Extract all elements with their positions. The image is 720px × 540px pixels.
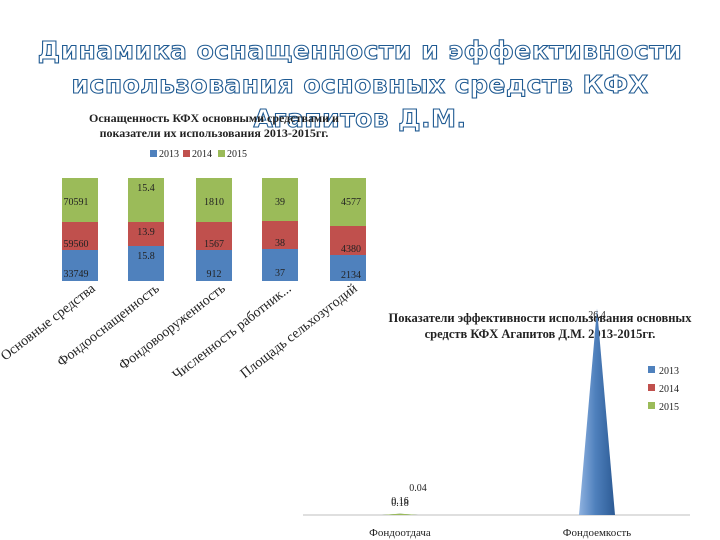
equipment-legend-swatch-2013: [150, 150, 157, 157]
equipment-value-label-2015-1: 70591: [64, 197, 89, 208]
equipment-value-label-2014-3: 1567: [204, 239, 224, 250]
equipment-bar-2013-1: [62, 250, 98, 281]
equipment-bar-2015-3: [196, 178, 232, 222]
equipment-bar-2014-5: [330, 226, 366, 255]
equipment-bar-2014-4: [262, 221, 298, 249]
efficiency-cone-2015-1: [382, 513, 418, 515]
efficiency-legend-swatch-2014: [648, 384, 655, 391]
efficiency-data-label-3: 0.18: [391, 498, 409, 509]
equipment-category-label-4: Численность работник...: [170, 281, 294, 383]
equipment-bar-2014-2: [128, 222, 164, 246]
equipment-legend-label-2015: 2015: [227, 149, 247, 160]
efficiency-chart-title-line-2: средств КФХ Агапитов Д.М. 2013-2015гг.: [425, 327, 656, 341]
efficiency-legend-label-2015: 2015: [659, 402, 679, 413]
slide-title: Динамика оснащенности и эффективности ис…: [0, 34, 720, 136]
equipment-value-label-2014-4: 38: [275, 238, 285, 249]
equipment-value-label-2015-4: 39: [275, 197, 285, 208]
efficiency-data-label-4: 26.4: [588, 310, 606, 321]
equipment-bar-2014-1: [62, 222, 98, 250]
efficiency-legend-label-2014: 2014: [659, 384, 679, 395]
equipment-value-label-2013-5: 2134: [341, 270, 361, 281]
equipment-chart-title-line-2: показатели их использования 2013-2015гг.: [100, 126, 329, 140]
equipment-value-label-2014-1: 59560: [64, 239, 89, 250]
equipment-value-label-2013-2: 15.8: [137, 251, 155, 262]
equipment-value-label-2013-1: 33749: [64, 269, 89, 280]
equipment-bar-2015-5: [330, 178, 366, 226]
slide-title-line-2: использования основных средств КФХ Агапи…: [71, 69, 649, 133]
efficiency-chart: Показатели эффективности использования о…: [303, 308, 693, 539]
equipment-legend-label-2014: 2014: [192, 149, 212, 160]
efficiency-category-label-1: Фондоотдача: [369, 527, 431, 539]
equipment-bar-2013-5: [330, 255, 366, 281]
equipment-bar-2013-4: [262, 249, 298, 281]
equipment-chart: Оснащенность КФХ основными средствами ип…: [0, 111, 366, 383]
equipment-bar-2015-2: [128, 178, 164, 222]
equipment-value-label-2015-2: 15.4: [137, 183, 155, 194]
equipment-value-label-2013-3: 912: [207, 269, 222, 280]
equipment-value-label-2015-3: 1810: [204, 197, 224, 208]
efficiency-data-label-2: 0.16: [391, 496, 409, 507]
equipment-category-label-5: Площадь сельхозугодий: [238, 281, 361, 382]
equipment-bar-2013-2: [128, 246, 164, 281]
equipment-legend-label-2013: 2013: [159, 149, 179, 160]
equipment-value-label-2014-2: 13.9: [137, 227, 155, 238]
equipment-bar-2015-4: [262, 178, 298, 221]
equipment-category-label-3: Фондовооруженность: [116, 281, 228, 373]
equipment-legend-swatch-2015: [218, 150, 225, 157]
efficiency-legend-swatch-2013: [648, 366, 655, 373]
efficiency-chart-title-line-1: Показатели эффективности использования о…: [389, 311, 693, 325]
equipment-bar-2013-3: [196, 250, 232, 281]
equipment-bar-2014-3: [196, 222, 232, 250]
equipment-value-label-2013-4: 37: [275, 268, 285, 279]
efficiency-legend-label-2013: 2013: [659, 366, 679, 377]
efficiency-cone-2013-2: [579, 308, 615, 515]
efficiency-legend-swatch-2015: [648, 402, 655, 409]
equipment-legend-swatch-2014: [183, 150, 190, 157]
equipment-value-label-2014-5: 4380: [341, 244, 361, 255]
efficiency-category-label-2: Фондоемкость: [563, 527, 631, 539]
equipment-chart-title-line-1: Оснащенность КФХ основными средствами и: [89, 111, 339, 125]
efficiency-data-label-1: 0.04: [409, 483, 427, 494]
equipment-bar-2015-1: [62, 178, 98, 222]
slide-title-line-1: Динамика оснащенности и эффективности: [37, 35, 683, 65]
equipment-value-label-2015-5: 4577: [341, 197, 361, 208]
